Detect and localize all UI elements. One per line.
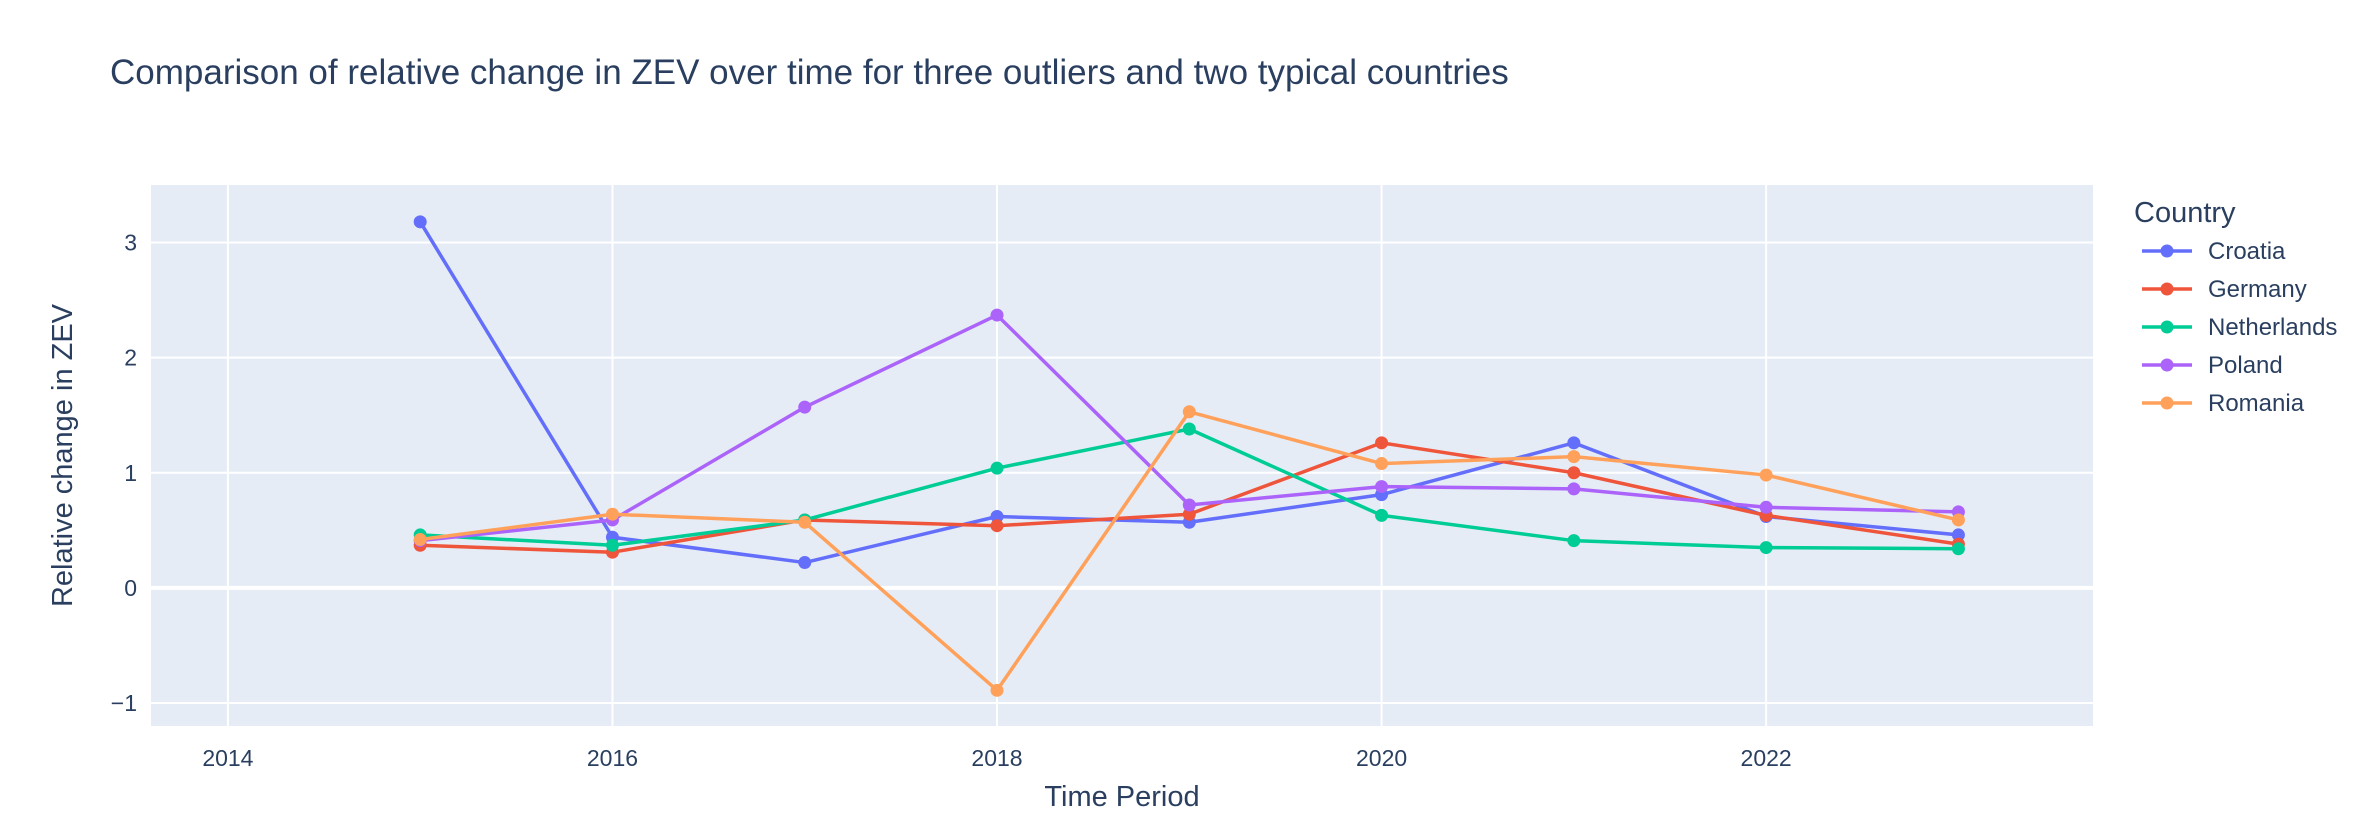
data-point[interactable] xyxy=(1567,482,1581,496)
data-point[interactable] xyxy=(1567,534,1581,548)
legend-item-germany[interactable]: Germany xyxy=(2142,276,2307,303)
x-tick-label: 2016 xyxy=(587,745,638,771)
legend[interactable]: Country Croatia Germany Netherlands Poland R… xyxy=(2134,197,2337,417)
data-point[interactable] xyxy=(798,556,812,570)
data-point[interactable] xyxy=(605,538,619,552)
data-point[interactable] xyxy=(798,400,812,414)
y-axis-ticks: −1 0 1 2 3 xyxy=(111,230,137,716)
data-point[interactable] xyxy=(990,308,1004,322)
data-point[interactable] xyxy=(605,507,619,521)
x-tick-label: 2020 xyxy=(1356,745,1407,771)
data-point[interactable] xyxy=(1375,457,1389,471)
data-point[interactable] xyxy=(413,533,427,547)
x-tick-label: 2018 xyxy=(971,745,1022,771)
data-point[interactable] xyxy=(1759,468,1773,482)
legend-swatch-marker xyxy=(2160,244,2174,258)
x-tick-label: 2022 xyxy=(1741,745,1792,771)
data-point[interactable] xyxy=(413,215,427,229)
series-romania xyxy=(413,405,1965,697)
data-point[interactable] xyxy=(1375,508,1389,522)
legend-label: Germany xyxy=(2208,276,2307,303)
legend-label: Poland xyxy=(2208,352,2283,379)
data-point[interactable] xyxy=(990,519,1004,533)
y-tick-label: 2 xyxy=(124,345,137,371)
legend-label: Romania xyxy=(2208,390,2305,417)
y-tick-label: 3 xyxy=(124,230,137,256)
x-tick-label: 2014 xyxy=(202,745,253,771)
legend-item-croatia[interactable]: Croatia xyxy=(2142,238,2286,265)
data-point[interactable] xyxy=(1951,542,1965,556)
x-axis-title: Time Period xyxy=(1044,781,1199,813)
data-point[interactable] xyxy=(1759,500,1773,514)
data-point[interactable] xyxy=(1759,541,1773,555)
y-axis-title: Relative change in ZEV xyxy=(47,303,79,607)
legend-swatch-marker xyxy=(2160,396,2174,410)
data-point[interactable] xyxy=(990,510,1004,524)
data-point[interactable] xyxy=(1375,480,1389,494)
series-group xyxy=(413,215,1965,697)
y-tick-label: 1 xyxy=(124,460,137,486)
data-point[interactable] xyxy=(798,515,812,529)
legend-item-romania[interactable]: Romania xyxy=(2142,390,2305,417)
legend-label: Netherlands xyxy=(2208,314,2337,341)
data-point[interactable] xyxy=(1567,450,1581,464)
legend-swatch-marker xyxy=(2160,358,2174,372)
y-tick-label: −1 xyxy=(111,690,137,716)
legend-label: Croatia xyxy=(2208,238,2286,265)
data-point[interactable] xyxy=(1375,436,1389,450)
data-point[interactable] xyxy=(1951,513,1965,527)
legend-item-netherlands[interactable]: Netherlands xyxy=(2142,314,2337,341)
gridlines xyxy=(151,185,2093,726)
chart-title: Comparison of relative change in ZEV ove… xyxy=(110,53,1509,92)
data-point[interactable] xyxy=(1182,405,1196,419)
data-point[interactable] xyxy=(1567,436,1581,450)
data-point[interactable] xyxy=(1182,422,1196,436)
data-point[interactable] xyxy=(1182,507,1196,521)
data-point[interactable] xyxy=(990,461,1004,475)
x-axis-ticks: 2014 2016 2018 2020 2022 xyxy=(202,745,1791,771)
plot-area xyxy=(151,185,2093,726)
data-point[interactable] xyxy=(990,683,1004,697)
legend-swatch-marker xyxy=(2160,282,2174,296)
data-point[interactable] xyxy=(1567,466,1581,480)
legend-title: Country xyxy=(2134,197,2236,229)
data-point[interactable] xyxy=(1951,528,1965,542)
data-point[interactable] xyxy=(1182,498,1196,512)
legend-swatch-marker xyxy=(2160,320,2174,334)
legend-item-poland[interactable]: Poland xyxy=(2142,352,2283,379)
y-tick-label: 0 xyxy=(124,575,137,601)
